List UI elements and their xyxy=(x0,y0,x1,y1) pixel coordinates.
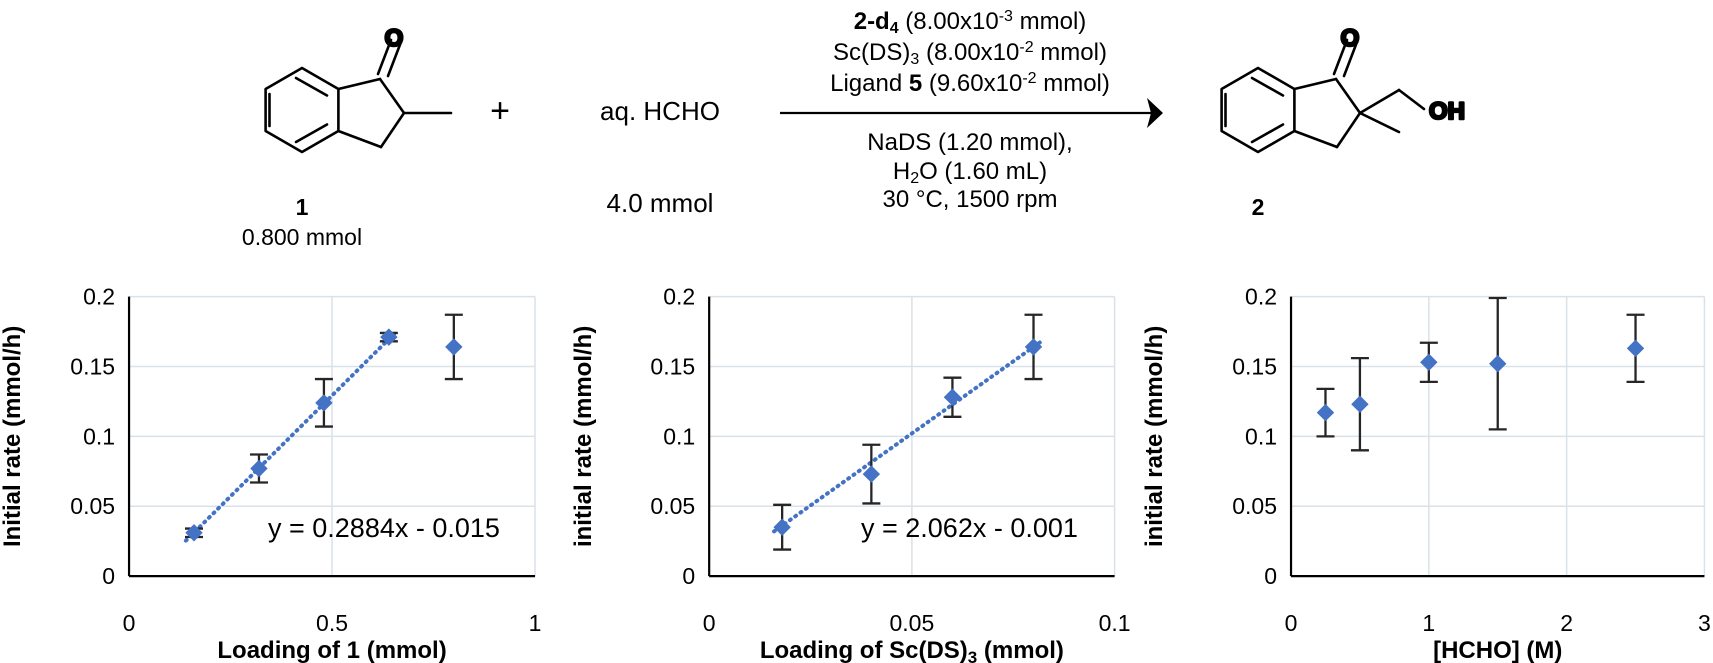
svg-text:Ligand 5 (9.60x10-2 mmol): Ligand 5 (9.60x10-2 mmol) xyxy=(830,70,1110,97)
svg-text:aq. HCHO: aq. HCHO xyxy=(600,96,720,126)
svg-text:1: 1 xyxy=(296,194,309,220)
svg-text:0.05: 0.05 xyxy=(1232,493,1277,519)
svg-text:1: 1 xyxy=(1422,610,1435,636)
svg-text:0.1: 0.1 xyxy=(1245,423,1277,449)
svg-text:3: 3 xyxy=(1698,610,1711,636)
svg-text:y = 0.2884x - 0.015: y = 0.2884x - 0.015 xyxy=(268,513,500,543)
svg-text:initial rate (mmol/h): initial rate (mmol/h) xyxy=(1142,326,1168,547)
svg-text:+: + xyxy=(490,92,510,130)
svg-text:2-d4 (8.00x10-3 mmol): 2-d4 (8.00x10-3 mmol) xyxy=(854,8,1087,37)
svg-text:0.15: 0.15 xyxy=(650,353,695,379)
svg-text:0.05: 0.05 xyxy=(890,610,935,636)
svg-text:[HCHO] (M): [HCHO] (M) xyxy=(1433,637,1562,663)
svg-text:0.15: 0.15 xyxy=(70,353,115,379)
svg-text:Sc(DS)3 (8.00x10-2 mmol): Sc(DS)3 (8.00x10-2 mmol) xyxy=(833,39,1107,68)
svg-text:O: O xyxy=(385,25,404,52)
svg-text:Loading of 1 (mmol): Loading of 1 (mmol) xyxy=(217,637,446,663)
svg-text:0.05: 0.05 xyxy=(650,493,695,519)
svg-text:Loading of Sc(DS)3 (mmol): Loading of Sc(DS)3 (mmol) xyxy=(760,637,1064,663)
svg-text:0: 0 xyxy=(1264,563,1277,589)
svg-text:Initial rate (mmol/h): Initial rate (mmol/h) xyxy=(0,326,26,547)
svg-text:0: 0 xyxy=(682,563,695,589)
svg-text:0.1: 0.1 xyxy=(663,423,695,449)
svg-text:2: 2 xyxy=(1560,610,1573,636)
svg-text:0: 0 xyxy=(102,563,115,589)
svg-text:NaDS (1.20 mmol),: NaDS (1.20 mmol), xyxy=(867,129,1072,156)
svg-text:initial rate (mmol/h): initial rate (mmol/h) xyxy=(571,326,597,547)
svg-text:0.2: 0.2 xyxy=(663,284,695,310)
svg-text:30 °C, 1500 rpm: 30 °C, 1500 rpm xyxy=(882,186,1057,213)
svg-text:0.05: 0.05 xyxy=(70,493,115,519)
svg-text:2: 2 xyxy=(1252,194,1265,220)
svg-text:O: O xyxy=(1341,25,1360,52)
svg-text:1: 1 xyxy=(529,610,542,636)
svg-text:0: 0 xyxy=(703,610,716,636)
svg-text:y = 2.062x - 0.001: y = 2.062x - 0.001 xyxy=(861,513,1078,543)
svg-text:0.5: 0.5 xyxy=(316,610,348,636)
svg-text:0.2: 0.2 xyxy=(83,284,115,310)
svg-text:H2O (1.60 mL): H2O (1.60 mL) xyxy=(893,158,1047,187)
svg-text:0.1: 0.1 xyxy=(83,423,115,449)
svg-text:0.15: 0.15 xyxy=(1232,353,1277,379)
svg-text:0: 0 xyxy=(123,610,136,636)
svg-text:4.0 mmol: 4.0 mmol xyxy=(607,188,714,218)
svg-text:0.2: 0.2 xyxy=(1245,284,1277,310)
svg-text:0.800 mmol: 0.800 mmol xyxy=(242,224,362,250)
svg-text:OH: OH xyxy=(1429,98,1465,125)
svg-text:0.1: 0.1 xyxy=(1099,610,1131,636)
svg-text:0: 0 xyxy=(1285,610,1298,636)
